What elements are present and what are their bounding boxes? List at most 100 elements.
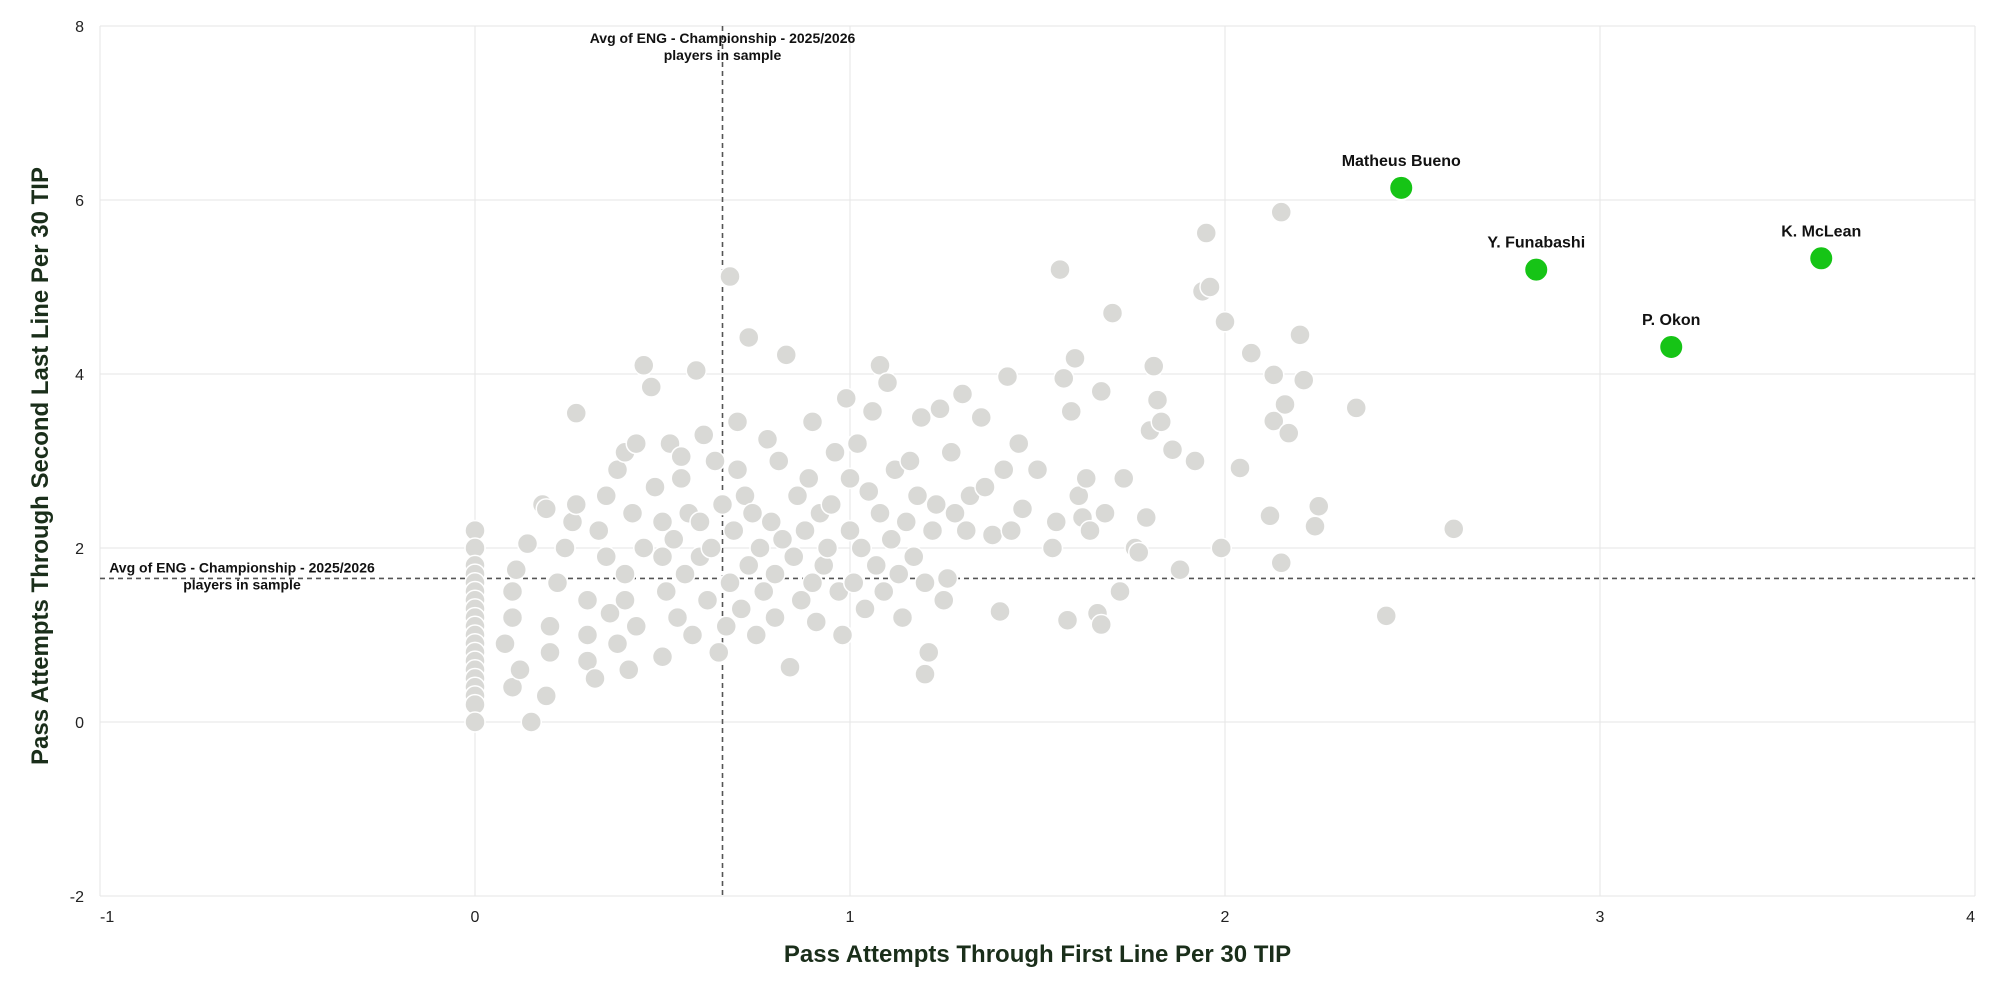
highlighted-point	[1658, 334, 1685, 361]
scatter-point	[599, 602, 621, 624]
scatter-point	[614, 589, 636, 611]
scatter-point	[1060, 400, 1082, 423]
scatter-point	[933, 589, 955, 611]
scatter-point	[535, 685, 557, 707]
highlighted-points: Matheus Bueno Y. Funabashi K. McLean P. Oko…	[1342, 153, 1861, 361]
scatter-point	[1263, 364, 1285, 386]
scatter-point	[854, 598, 876, 620]
x-average-label-sub: players in sample	[664, 47, 782, 63]
scatter-point	[783, 545, 805, 568]
scatter-point	[464, 711, 486, 733]
scatter-point	[681, 624, 704, 646]
scatter-point	[625, 432, 647, 455]
scatter-point	[595, 485, 617, 507]
scatter-point	[509, 659, 531, 681]
scatter-point	[726, 458, 749, 481]
scatter-point	[715, 615, 737, 638]
scatter-point	[621, 502, 644, 524]
scatter-point	[843, 572, 865, 594]
scatter-point	[1101, 302, 1124, 324]
scatter-point	[738, 326, 760, 349]
scatter-point	[993, 458, 1015, 481]
scatter-point	[1263, 410, 1285, 432]
scatter-point	[981, 524, 1004, 546]
scatter-point	[651, 545, 674, 568]
scatter-point	[846, 432, 869, 455]
scatter-point	[565, 402, 587, 424]
scatter-point	[1090, 613, 1112, 636]
scatter-point	[1214, 311, 1236, 333]
scatter-point	[726, 411, 749, 433]
scatter-point	[1161, 438, 1184, 461]
x-tick-label: 4	[1966, 909, 1975, 926]
scatter-point	[816, 537, 839, 559]
scatter-point	[756, 428, 779, 450]
scatter-point	[1289, 324, 1311, 346]
scatter-point	[1304, 515, 1326, 537]
scatter-point	[516, 532, 539, 555]
scatter-point	[576, 589, 599, 611]
scatter-point	[1008, 432, 1030, 455]
scatter-point	[1026, 458, 1049, 481]
scatter-point	[501, 606, 524, 629]
scatter-point	[520, 711, 542, 733]
highlighted-point-label: Matheus Bueno	[1342, 153, 1461, 170]
highlighted-point	[1388, 174, 1415, 201]
scatter-point	[670, 467, 692, 490]
scatter-point	[1240, 342, 1262, 364]
scatter-point	[794, 519, 816, 542]
y-tick-label: 4	[75, 367, 84, 384]
scatter-point	[494, 632, 516, 655]
y-axis-title: Pass Attempts Through Second Last Line P…	[27, 167, 54, 765]
highlighted-point	[1808, 245, 1835, 272]
highlighted-point	[1523, 256, 1550, 283]
scatter-point	[839, 467, 861, 490]
scatter-point	[1199, 276, 1221, 298]
scatter-point	[565, 493, 587, 516]
scatter-point	[820, 493, 842, 516]
scatter-point	[873, 580, 895, 603]
x-axis-title: Pass Attempts Through First Line Per 30 …	[784, 941, 1291, 968]
scatter-point	[1075, 467, 1097, 490]
scatter-point	[1150, 411, 1172, 433]
scatter-point	[891, 606, 914, 629]
scatter-point	[1053, 367, 1075, 390]
scatter-point	[1045, 511, 1067, 533]
scatter-point	[940, 441, 962, 464]
scatter-point	[1049, 258, 1071, 281]
tick-labels: -1 0 1 2 3 4 -2 0 2 4 6 8	[70, 19, 1975, 926]
scatter-point	[1270, 201, 1292, 223]
y-tick-label: 0	[75, 715, 84, 732]
y-tick-label: 8	[75, 19, 84, 36]
scatter-point	[1308, 495, 1330, 517]
scatter-point	[554, 537, 576, 559]
scatter-point	[663, 528, 685, 551]
highlighted-point-label: Y. Funabashi	[1487, 235, 1585, 252]
scatter-point	[801, 572, 824, 594]
scatter-point	[1169, 559, 1191, 581]
scatter-point	[689, 511, 711, 533]
scatter-point	[1293, 369, 1315, 391]
scatter-point	[719, 572, 741, 594]
scatter-point	[858, 480, 880, 503]
scatter-point	[723, 519, 745, 542]
scatter-point	[741, 502, 764, 524]
scatter-point	[974, 476, 996, 498]
scatter-point	[835, 387, 857, 410]
scatter-point	[1109, 580, 1131, 603]
scatter-point	[880, 528, 902, 551]
scatter-point	[888, 563, 910, 585]
scatter-point	[1229, 457, 1251, 479]
scatter-point	[1000, 519, 1022, 542]
scatter-point	[895, 511, 917, 533]
scatter-point	[1375, 605, 1397, 627]
scatter-point	[805, 611, 827, 633]
scatter-point	[1146, 389, 1169, 411]
scatter-point	[764, 563, 786, 585]
scatter-point	[779, 656, 801, 678]
scatter-point	[861, 400, 884, 423]
highlighted-point-label: K. McLean	[1781, 223, 1861, 240]
scatter-point	[651, 511, 674, 533]
scatter-point	[1259, 505, 1281, 527]
scatter-point	[786, 485, 809, 507]
